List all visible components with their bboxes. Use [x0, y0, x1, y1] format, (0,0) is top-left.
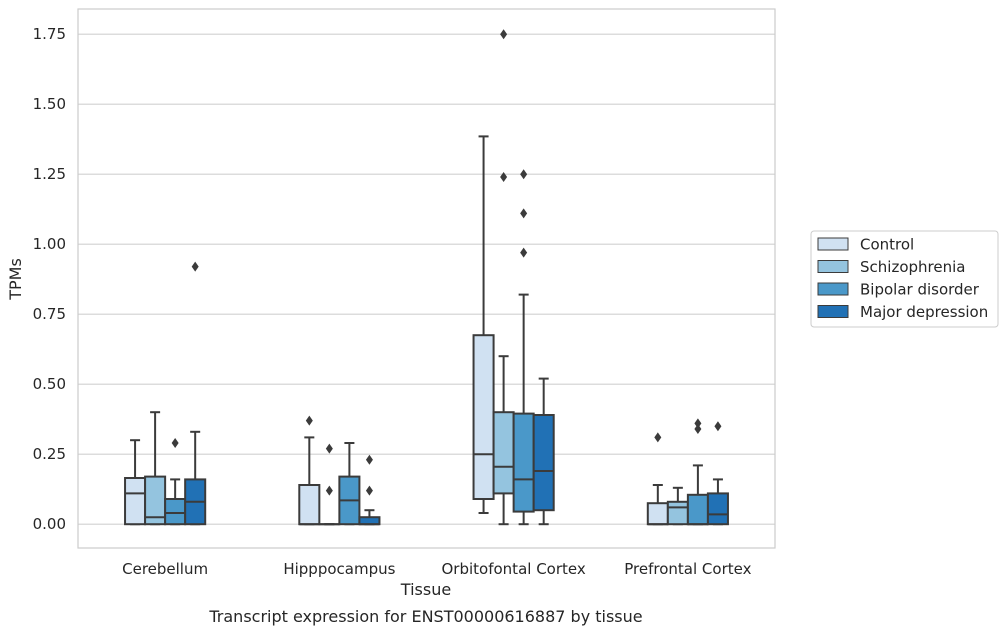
outlier-point: [325, 443, 333, 454]
box: [318, 443, 341, 526]
outlier-point: [305, 415, 313, 426]
box: [298, 415, 321, 526]
x-tick-label: Hipppocampus: [283, 560, 395, 578]
box-body: [164, 498, 187, 526]
plot-background: [78, 9, 775, 548]
legend-label: Schizophrenia: [860, 258, 965, 276]
legend-label: Control: [860, 236, 914, 254]
y-tick-label: 1.75: [33, 25, 66, 43]
y-tick-label: 0.25: [33, 445, 66, 463]
y-axis-title: TPMs: [6, 258, 25, 301]
series-group: [164, 169, 709, 526]
box-body: [512, 412, 535, 513]
outlier-point: [500, 29, 508, 40]
box: [338, 442, 361, 526]
y-tick-label: 1.25: [33, 165, 66, 183]
outlier-point: [714, 421, 722, 432]
legend-label: Bipolar disorder: [860, 281, 980, 299]
outlier-point: [500, 172, 508, 182]
x-tick-label: Prefrontal Cortex: [624, 560, 751, 578]
outlier-point: [171, 438, 179, 448]
legend-swatch: [817, 282, 849, 296]
legend: Control Schizophrenia Bipolar disorder Majo…: [810, 230, 999, 328]
legend-swatch: [817, 237, 849, 251]
outlier-point: [654, 432, 662, 443]
outlier-point: [694, 418, 702, 429]
box: [666, 486, 689, 526]
y-tick-label: 0.75: [33, 305, 66, 323]
outlier-point: [191, 261, 199, 272]
box-body: [666, 500, 689, 526]
outlier-point: [520, 247, 528, 258]
legend-label: Major depression: [860, 303, 988, 321]
grid-lines: [78, 33, 775, 525]
outlier-point: [325, 485, 333, 496]
outlier-point: [365, 485, 373, 496]
legend-frame: [810, 230, 999, 328]
legend-swatch: [817, 260, 849, 273]
x-tick-label: Cerebellum: [122, 560, 208, 578]
series-group: [184, 261, 729, 526]
y-tick-label: 1.00: [33, 235, 66, 253]
box-body: [358, 516, 381, 526]
x-axis-ticks: Cerebellum Hipppocampus Orbitofontal Corte…: [122, 560, 751, 578]
box: [706, 421, 729, 526]
box-body: [646, 502, 669, 526]
box: [358, 454, 381, 526]
box-body: [124, 477, 147, 526]
y-axis-ticks: 0.00 0.25 0.50 0.75 1.00 1.25 1.50 1.75: [33, 25, 66, 533]
box-series: [124, 29, 729, 526]
box: [124, 439, 147, 526]
box: [532, 377, 555, 526]
box: [686, 418, 709, 526]
box: [144, 411, 167, 526]
box: [646, 432, 669, 526]
chart-caption: Transcript expression for ENST0000061688…: [208, 607, 642, 626]
x-tick-label: Orbitofontal Cortex: [442, 560, 586, 578]
box-body: [686, 493, 709, 526]
x-axis-title: Tissue: [400, 580, 451, 599]
box: [472, 135, 495, 514]
outlier-point: [694, 424, 702, 434]
plot-frame: [77, 8, 776, 549]
box-body: [706, 492, 729, 526]
box: [184, 261, 207, 526]
box-body: [532, 414, 555, 512]
series-group: [144, 29, 689, 526]
y-tick-label: 0.00: [33, 515, 66, 533]
box: [492, 29, 515, 526]
legend-swatch: [817, 305, 849, 318]
outlier-point: [520, 169, 528, 180]
outlier-point: [365, 454, 373, 465]
y-tick-label: 0.50: [33, 375, 66, 393]
outlier-point: [520, 208, 528, 219]
y-tick-label: 1.50: [33, 95, 66, 113]
box-body: [472, 334, 495, 501]
box: [164, 438, 187, 526]
box-body: [492, 411, 515, 495]
series-group: [124, 135, 669, 526]
box-body: [298, 484, 321, 526]
